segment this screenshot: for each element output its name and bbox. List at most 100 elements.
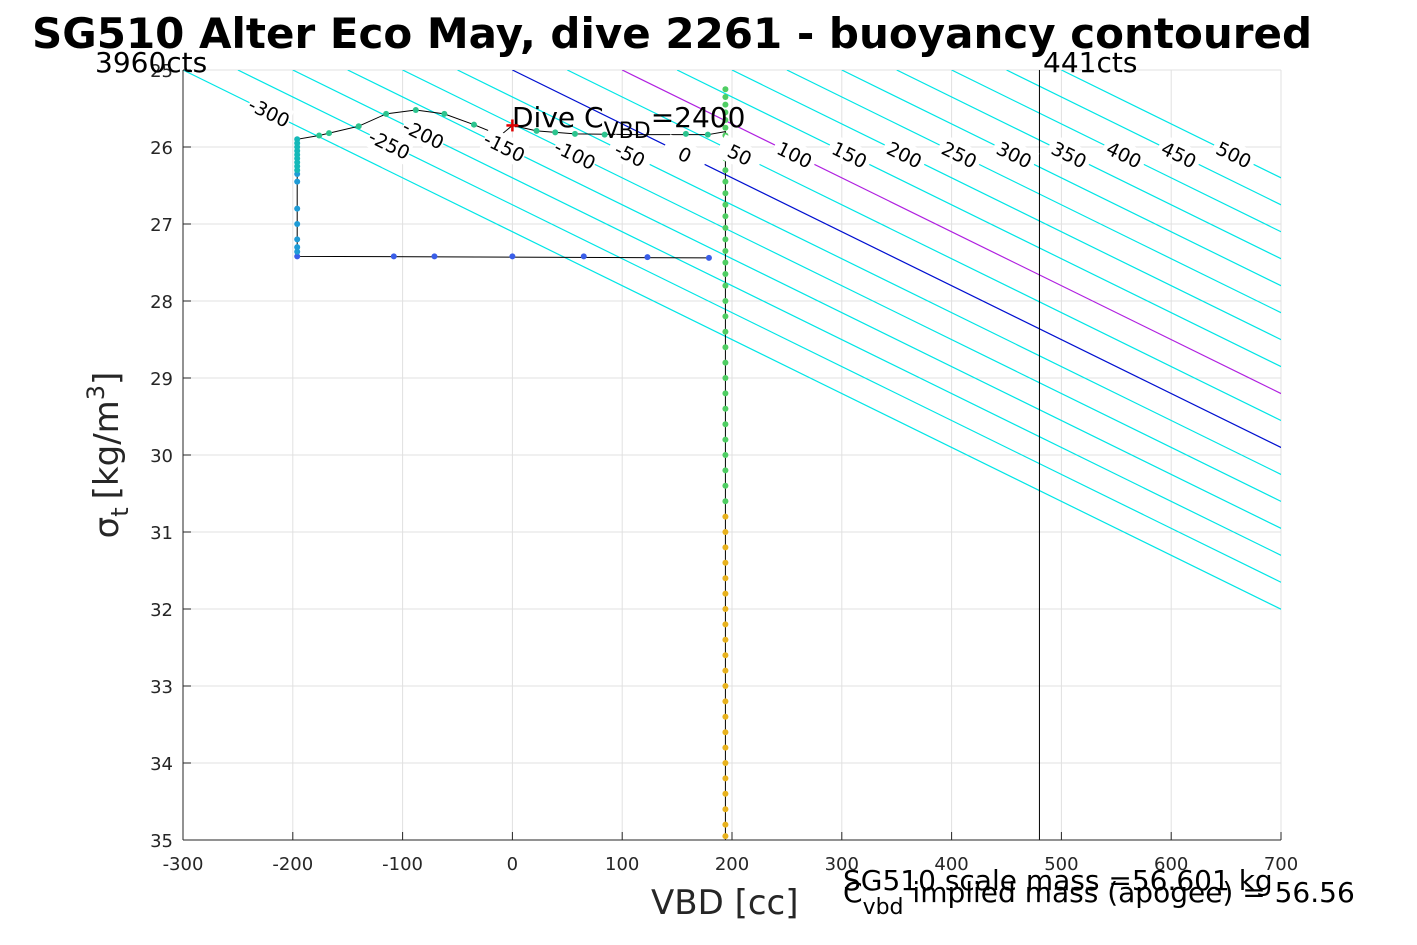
data-point xyxy=(722,559,729,566)
y-axis-label-sup: 3 xyxy=(82,385,110,400)
y-tick-label: 33 xyxy=(150,677,173,698)
x-tick-label: 600 xyxy=(1154,854,1188,875)
data-point xyxy=(722,760,729,766)
x-tick-label: 200 xyxy=(715,854,749,875)
contour-labels: -300-250-200 -150 -100 -50 0 50 100 150 200 250 30… xyxy=(244,91,1259,176)
x-tick-label: 700 xyxy=(1264,854,1298,875)
data-point xyxy=(552,129,559,136)
y-ticks: 25 26 27 28 29 30 31 32 33 34 35 xyxy=(150,61,191,852)
implied-mass-label: Cvbd implied mass (apogee) = 56.56 xyxy=(843,876,1355,920)
data-point xyxy=(722,86,729,93)
chart-title: SG510 Alter Eco May, dive 2261 - buoyanc… xyxy=(32,9,1312,58)
data-point xyxy=(722,436,729,443)
x-tick-label: 300 xyxy=(825,854,859,875)
data-point xyxy=(722,652,729,659)
data-point xyxy=(722,109,729,116)
data-point xyxy=(722,344,729,351)
contour-label-bg xyxy=(479,126,530,168)
data-point xyxy=(722,683,729,689)
right-counts-label: 441cts xyxy=(1043,46,1137,79)
data-point xyxy=(722,328,729,335)
x-tick-label: 0 xyxy=(507,854,518,875)
data-point xyxy=(601,131,608,138)
contour-label-bg xyxy=(1099,134,1150,176)
data-point xyxy=(722,236,729,243)
y-tick-label: 27 xyxy=(150,215,173,236)
data-point xyxy=(722,101,729,108)
data-points xyxy=(294,86,729,840)
contour-label-bg xyxy=(1208,134,1259,176)
data-point xyxy=(294,205,301,212)
y-axis-label-sub: t xyxy=(106,507,134,516)
data-point xyxy=(722,201,729,208)
data-point xyxy=(722,313,729,320)
data-point xyxy=(722,806,729,813)
data-point xyxy=(533,127,540,134)
data-point xyxy=(722,698,729,705)
x-tick-label: 100 xyxy=(605,854,639,875)
data-point xyxy=(294,253,301,260)
data-point xyxy=(509,253,516,260)
dive-cvbd-sub: VBD xyxy=(604,119,651,144)
data-point xyxy=(722,452,729,458)
data-point xyxy=(431,253,438,260)
contour-label-bg xyxy=(659,134,710,176)
data-point xyxy=(722,190,729,197)
data-point xyxy=(722,93,729,100)
y-axis-label: σt [kg/m3] xyxy=(82,372,134,539)
data-point xyxy=(722,282,729,289)
y-axis-label-unit: [kg/m xyxy=(87,400,127,499)
x-tick-label: -100 xyxy=(382,854,423,875)
data-point xyxy=(722,224,729,231)
data-point xyxy=(704,131,711,138)
contour-label-bg xyxy=(398,113,449,155)
y-tick-label: 28 xyxy=(150,292,173,313)
dive-cvbd-prefix: Dive C xyxy=(512,101,604,134)
implied-mass-text: implied mass (apogee) = 56.56 xyxy=(904,876,1355,909)
data-point xyxy=(355,123,362,130)
scale-mass-label: SG510 scale mass =56.601 kg xyxy=(843,864,1273,897)
data-point xyxy=(722,298,729,304)
data-point xyxy=(722,590,729,597)
data-point xyxy=(294,221,301,227)
contour-label-bg xyxy=(364,123,415,165)
contour-label-bg xyxy=(714,134,765,176)
data-point xyxy=(722,213,729,220)
data-point xyxy=(294,244,301,251)
data-point xyxy=(722,713,729,720)
data-point xyxy=(682,130,689,137)
data-point xyxy=(644,254,651,261)
y-axis-label-sigma: σ xyxy=(87,517,127,539)
data-point xyxy=(722,375,729,381)
data-point xyxy=(412,107,419,114)
contour-label-bg xyxy=(769,134,820,176)
data-point xyxy=(722,667,729,674)
y-tick-label: 29 xyxy=(150,369,173,390)
x-ticks: -300 -200 -100 0 100 200 300 400 500 600 700 xyxy=(163,832,1298,875)
data-point xyxy=(326,130,333,137)
contour-label-bg xyxy=(934,134,985,176)
data-point xyxy=(294,248,301,255)
x-tick-label: 400 xyxy=(934,854,968,875)
data-point xyxy=(722,744,729,751)
data-point xyxy=(571,130,578,137)
data-point xyxy=(316,132,323,139)
data-point xyxy=(722,775,729,782)
data-point xyxy=(722,833,729,840)
data-point xyxy=(722,821,729,828)
contour-line xyxy=(896,70,1281,260)
y-tick-label: 25 xyxy=(150,61,173,82)
contour-line xyxy=(567,70,1281,422)
contour-label-bg xyxy=(1153,134,1205,176)
contour-line xyxy=(183,70,1281,610)
contour-line xyxy=(676,70,1281,368)
contour-label-bg xyxy=(989,134,1040,176)
svg-text:σt[kg/m3]: σt [kg/m3] xyxy=(82,372,134,539)
dive-cvbd-label: Dive CVBD=2400 xyxy=(512,101,745,144)
contour-line xyxy=(237,70,1281,583)
data-point xyxy=(722,167,729,174)
data-point xyxy=(722,621,729,628)
data-point xyxy=(722,178,729,185)
x-tick-label: -200 xyxy=(272,854,313,875)
